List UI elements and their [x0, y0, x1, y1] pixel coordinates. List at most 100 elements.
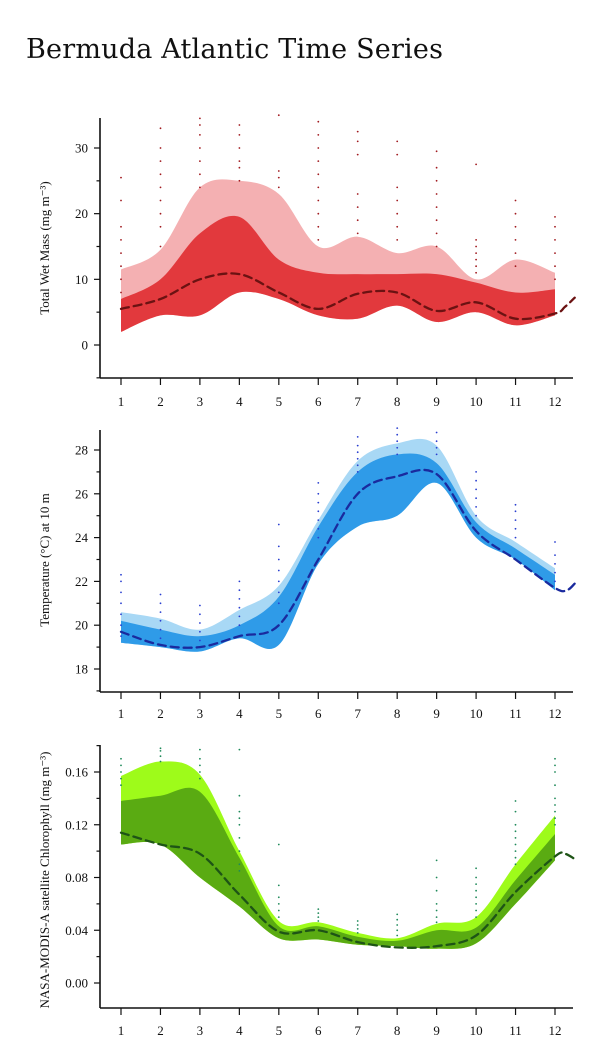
inner-band — [121, 453, 555, 652]
scatter-point — [238, 179, 241, 182]
scatter-point — [317, 920, 320, 922]
scatter-point — [514, 239, 517, 241]
scatter-point — [435, 179, 438, 182]
scatter-point — [475, 271, 477, 274]
scatter-point — [317, 186, 320, 189]
scatter-point — [356, 130, 359, 133]
scatter-point — [514, 503, 517, 506]
scatter-point — [238, 589, 241, 592]
scatter-point — [396, 427, 399, 429]
scatter-point — [475, 909, 477, 912]
scatter-point — [356, 471, 359, 473]
scatter-point — [554, 554, 556, 556]
scatter-point — [277, 843, 280, 846]
chart-chlorophyll: 0.000.040.080.120.161 2 3 4 5 6 7 8 9 10 11 12NASA-… — [37, 745, 576, 1038]
scatter-point — [120, 278, 122, 281]
scatter-point — [514, 837, 517, 839]
scatter-point — [356, 206, 359, 209]
scatter-point — [356, 451, 359, 454]
x-tick-label: 5 — [276, 394, 283, 409]
scatter-point — [238, 863, 241, 866]
scatter-point — [120, 252, 122, 255]
scatter-point — [159, 245, 162, 248]
scatter-point — [317, 501, 320, 504]
scatter-point — [435, 889, 438, 892]
scatter-point — [356, 457, 359, 460]
scatter-point — [396, 446, 399, 449]
scatter-point — [120, 771, 122, 773]
scatter-point — [317, 199, 320, 202]
scatter-point — [159, 160, 162, 163]
scatter-point — [475, 245, 477, 248]
scatter-point — [356, 464, 359, 467]
scatter-point — [554, 823, 556, 826]
scatter-point — [396, 153, 399, 156]
scatter-point — [317, 908, 320, 910]
y-axis-label: Temperature (°C) at 10 m — [37, 493, 52, 627]
y-tick-label: 0.00 — [65, 976, 88, 991]
x-tick-label: 4 — [236, 394, 243, 409]
scatter-point — [514, 252, 517, 255]
scatter-point — [514, 830, 517, 833]
scatter-point — [199, 147, 201, 149]
scatter-point — [199, 764, 201, 767]
scatter-point — [396, 140, 399, 143]
x-tick-label: 11 — [509, 1023, 522, 1038]
scatter-point — [396, 440, 399, 443]
scatter-point — [238, 870, 241, 872]
scatter-point — [514, 519, 517, 521]
scatter-points — [120, 427, 556, 642]
x-tick-label: 6 — [315, 1023, 322, 1038]
scatter-point — [238, 837, 241, 839]
scatter-point — [396, 186, 399, 189]
scatter-point — [238, 160, 241, 163]
scatter-point — [435, 909, 438, 912]
scatter-point — [199, 622, 201, 624]
scatter-point — [475, 258, 477, 261]
scatter-point — [199, 630, 201, 633]
x-tick-label: 9 — [433, 706, 440, 721]
scatter-point — [120, 777, 122, 780]
scatter-point — [435, 431, 438, 434]
scatter-point — [159, 147, 162, 149]
figure-title: Bermuda Atlantic Time Series — [26, 34, 444, 65]
scatter-point — [199, 613, 201, 616]
scatter-point — [120, 757, 122, 760]
x-tick-label: 1 — [118, 1023, 125, 1038]
scatter-point — [514, 212, 517, 215]
scatter-point — [475, 163, 477, 166]
y-tick-label: 26 — [75, 486, 89, 501]
scatter-point — [238, 598, 241, 600]
scatter-point — [238, 147, 241, 149]
scatter-point — [238, 817, 241, 820]
y-tick-label: 10 — [75, 272, 88, 287]
scatter-point — [554, 810, 556, 813]
scatter-point — [159, 747, 162, 750]
scatter-point — [554, 265, 556, 268]
scatter-point — [435, 921, 438, 924]
scatter-point — [435, 150, 438, 153]
scatter-point — [159, 127, 162, 130]
scatter-point — [475, 252, 477, 255]
scatter-point — [277, 569, 280, 572]
scatter-point — [356, 232, 359, 235]
scatter-points — [120, 114, 556, 294]
scatter-point — [356, 928, 359, 930]
x-tick-label: 1 — [118, 706, 125, 721]
scatter-point — [554, 216, 556, 218]
scatter-point — [120, 239, 122, 241]
scatter-point — [159, 760, 162, 763]
scatter-point — [475, 916, 477, 918]
scatter-point — [317, 225, 320, 228]
scatter-point — [475, 265, 477, 268]
scatter-point — [356, 924, 359, 926]
scatter-point — [159, 619, 162, 622]
scatter-point — [554, 757, 556, 760]
scatter-point — [514, 856, 517, 859]
scatter-point — [475, 506, 477, 508]
scatter-point — [554, 817, 556, 820]
x-tick-label: 4 — [236, 706, 243, 721]
scatter-point — [475, 876, 477, 879]
y-axis-label: Total Wet Mass (mg m⁻³) — [37, 181, 52, 315]
